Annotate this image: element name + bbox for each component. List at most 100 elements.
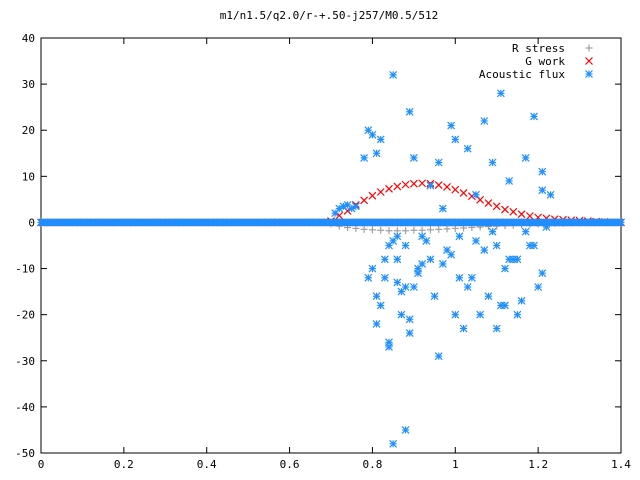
r-stress-point: [368, 226, 376, 234]
x-tick-label: 0.8: [362, 458, 382, 471]
x-tick-label: 0.4: [197, 458, 217, 471]
x-tick-label: 0.6: [280, 458, 300, 471]
x-tick-label: 0.2: [114, 458, 134, 471]
r-stress-point: [435, 225, 443, 233]
acoustic-flux-point: [434, 352, 443, 361]
acoustic-flux-point: [534, 283, 543, 291]
acoustic-flux-point: [472, 190, 480, 199]
chart-title: m1/n1.5/q2.0/r-+.50-j257/M0.5/512: [220, 9, 439, 22]
acoustic-flux-point: [501, 264, 509, 273]
acoustic-flux-point: [496, 301, 505, 310]
g-work-point: [451, 185, 460, 194]
acoustic-flux-point: [488, 158, 497, 167]
g-work-point: [401, 180, 410, 189]
r-stress-point: [385, 227, 393, 235]
acoustic-flux-point: [389, 70, 398, 79]
acoustic-flux-point: [455, 232, 464, 241]
acoustic-flux-point: [376, 301, 385, 310]
acoustic-flux-point: [538, 186, 547, 195]
g-work-point: [459, 189, 468, 197]
acoustic-flux-point: [463, 283, 472, 291]
r-stress-point: [377, 226, 385, 234]
acoustic-flux-point: [426, 181, 435, 190]
acoustic-flux-point: [530, 112, 538, 121]
g-work-point: [484, 199, 493, 208]
y-tick-label: 40: [22, 32, 35, 45]
legend-label: R stress: [512, 42, 565, 55]
acoustic-flux-point: [459, 324, 468, 333]
legend-marker: [585, 57, 593, 65]
acoustic-flux-point: [368, 130, 377, 139]
acoustic-flux-point: [546, 190, 555, 199]
x-tick-label: 1: [452, 458, 459, 471]
g-work-point: [385, 184, 393, 193]
acoustic-flux-point: [513, 310, 522, 319]
y-tick-label: 10: [22, 170, 35, 183]
acoustic-flux-point: [409, 283, 418, 291]
y-tick-label: -30: [15, 355, 35, 368]
acoustic-flux-point: [434, 158, 443, 167]
acoustic-flux-point: [484, 292, 493, 301]
acoustic-flux-point: [463, 144, 472, 153]
acoustic-flux-point: [492, 324, 501, 333]
acoustic-flux-point: [393, 278, 402, 287]
acoustic-flux-point: [401, 283, 410, 291]
series-layer: [37, 70, 625, 448]
acoustic-flux-point: [430, 292, 439, 301]
acoustic-flux-point: [401, 241, 410, 250]
g-work-point: [409, 179, 418, 188]
r-stress-point: [443, 225, 451, 233]
acoustic-flux-point: [447, 250, 456, 259]
acoustic-flux-point: [488, 227, 497, 236]
x-tick-label: 0: [38, 458, 45, 471]
acoustic-flux-series: [37, 70, 625, 448]
plot-frame: [40, 37, 622, 454]
g-work-point: [492, 202, 501, 211]
y-tick-label: -50: [15, 447, 35, 460]
acoustic-flux-point: [401, 426, 410, 434]
legend-label: Acoustic flux: [479, 68, 565, 81]
legend-label: G work: [525, 55, 565, 68]
acoustic-flux-point: [385, 241, 393, 250]
g-work-point: [509, 207, 518, 216]
acoustic-flux-point: [617, 218, 625, 227]
r-stress-point: [410, 226, 418, 234]
acoustic-flux-point: [455, 273, 464, 282]
acoustic-flux-point: [414, 264, 422, 273]
acoustic-flux-point: [376, 135, 385, 144]
acoustic-flux-point: [438, 260, 447, 268]
y-tick-label: 20: [22, 124, 35, 137]
legend-marker: [585, 70, 593, 78]
acoustic-flux-point: [360, 153, 369, 162]
legend-marker: [585, 44, 593, 52]
acoustic-flux-point: [542, 223, 551, 231]
acoustic-flux-point: [368, 264, 377, 273]
acoustic-flux-point: [385, 338, 393, 347]
acoustic-flux-point: [521, 153, 530, 162]
acoustic-flux-point: [538, 269, 547, 278]
acoustic-flux-point: [393, 255, 402, 264]
acoustic-flux-point: [380, 255, 389, 264]
y-tick-label: 0: [28, 216, 35, 229]
g-work-point: [360, 196, 369, 205]
acoustic-flux-point: [372, 149, 381, 158]
y-tick-label: -20: [15, 309, 35, 322]
g-work-point: [368, 191, 377, 200]
acoustic-flux-point: [380, 273, 389, 282]
g-work-point: [517, 210, 526, 219]
x-tick-label: 1.4: [611, 458, 631, 471]
g-work-point: [434, 181, 443, 190]
acoustic-flux-point: [472, 236, 480, 245]
acoustic-flux-point: [496, 89, 505, 98]
acoustic-flux-point: [422, 236, 431, 245]
x-tick-label: 1.2: [528, 458, 548, 471]
acoustic-flux-point: [405, 107, 414, 116]
acoustic-flux-point: [409, 153, 418, 162]
acoustic-flux-point: [364, 273, 373, 282]
acoustic-flux-point: [339, 202, 348, 211]
acoustic-flux-point: [530, 241, 538, 250]
r-stress-point: [360, 225, 368, 233]
r-stress-point: [418, 226, 426, 234]
